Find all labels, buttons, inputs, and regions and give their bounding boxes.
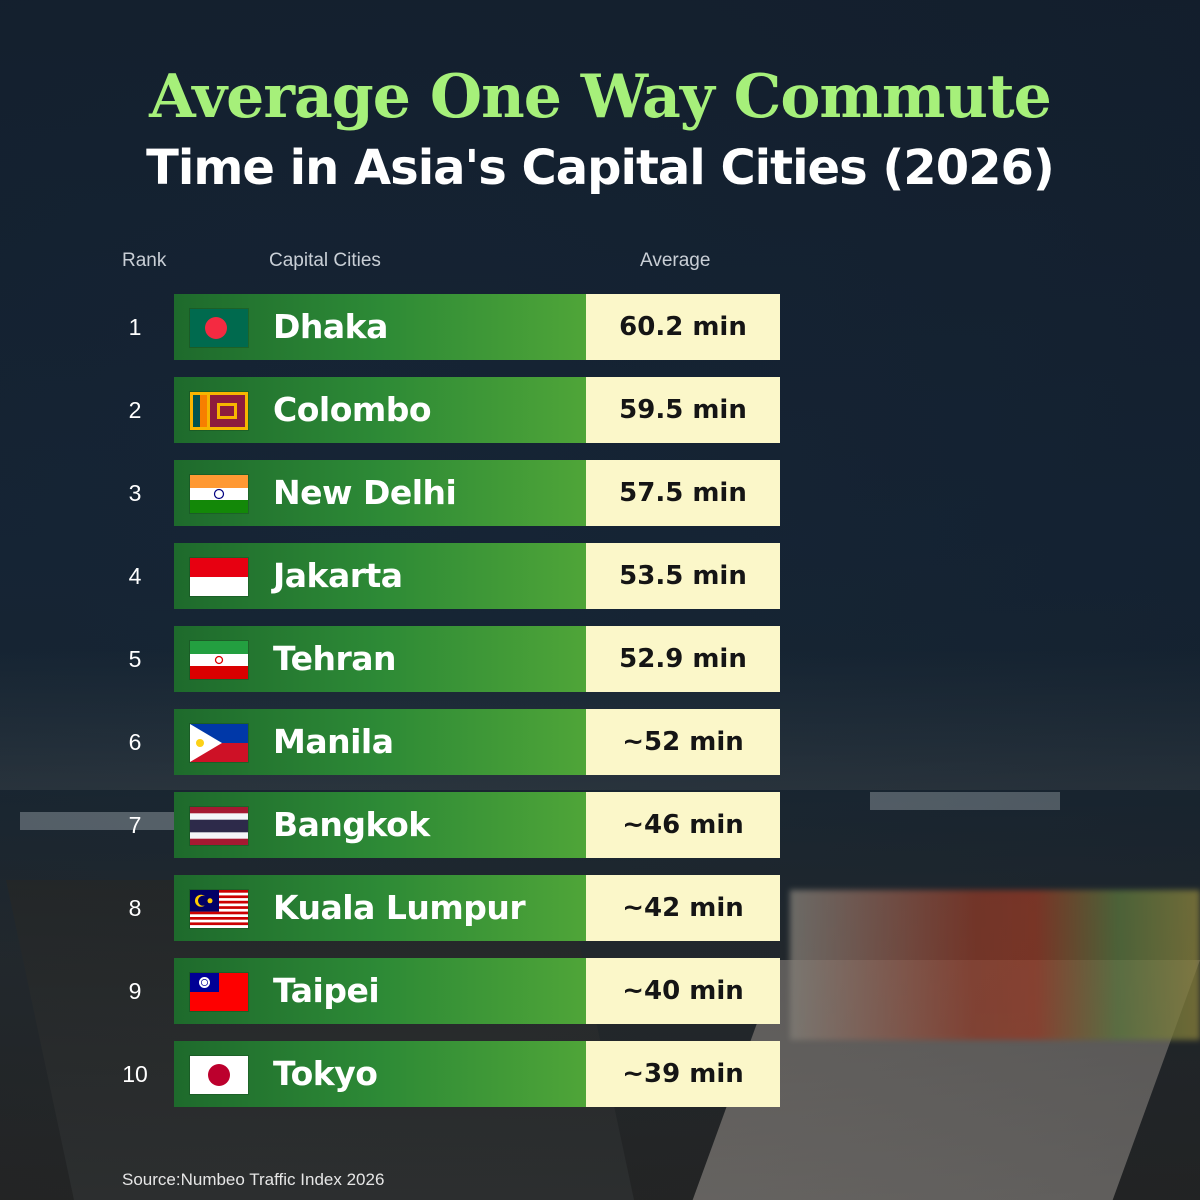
rank-number: 9 xyxy=(128,978,142,1004)
ceiling-light xyxy=(870,792,1060,810)
city-name: Kuala Lumpur xyxy=(273,888,526,927)
city-name: Jakarta xyxy=(273,556,403,595)
commute-time-value: 52.9 min xyxy=(586,626,780,692)
iran-flag-icon xyxy=(190,641,248,679)
rank-number: 2 xyxy=(128,397,142,423)
city-name: Bangkok xyxy=(273,805,430,844)
ceiling-light xyxy=(20,812,200,830)
column-header-average: Average xyxy=(640,250,711,271)
commute-time-value: ~46 min xyxy=(586,792,780,858)
malaysia-flag-icon xyxy=(190,890,248,928)
title-line-2: Time in Asia's Capital Cities (2026) xyxy=(146,140,1055,196)
moving-train xyxy=(790,890,1200,1040)
rank-number: 1 xyxy=(128,314,142,340)
rank-number: 5 xyxy=(128,646,142,672)
column-header-city: Capital Cities xyxy=(269,250,381,271)
city-name: Tehran xyxy=(273,639,397,678)
commute-time-value: ~42 min xyxy=(586,875,780,941)
indonesia-flag-icon xyxy=(190,558,248,596)
city-name: Colombo xyxy=(273,390,432,429)
commute-time-value: 59.5 min xyxy=(586,377,780,443)
city-name: Manila xyxy=(273,722,394,761)
rank-number: 3 xyxy=(128,480,142,506)
table-row: 1 Dhaka 60.2 min xyxy=(0,294,1200,360)
sri-lanka-flag-icon xyxy=(190,392,248,430)
taiwan-flag-icon xyxy=(190,973,248,1011)
city-name: Taipei xyxy=(273,971,380,1010)
city-name: Tokyo xyxy=(273,1054,378,1093)
bangladesh-flag-icon xyxy=(190,309,248,347)
india-flag-icon xyxy=(190,475,248,513)
rank-number: 10 xyxy=(122,1061,148,1087)
table-row: 8 Kuala Lumpur ~42 min xyxy=(0,875,1200,941)
japan-flag-icon xyxy=(190,1056,248,1094)
commute-time-value: 53.5 min xyxy=(586,543,780,609)
rank-number: 8 xyxy=(128,895,142,921)
table-row: 4 Jakarta 53.5 min xyxy=(0,543,1200,609)
philippines-flag-icon xyxy=(190,724,248,762)
table-row: 9 Taipei ~40 min xyxy=(0,958,1200,1024)
title-line-1: Average One Way Commute xyxy=(149,62,1052,132)
commute-time-value: 57.5 min xyxy=(586,460,780,526)
city-name: Dhaka xyxy=(273,307,388,346)
table-row: 10 Tokyo ~39 min xyxy=(0,1041,1200,1107)
source-note: Source:Numbeo Traffic Index 2026 xyxy=(122,1170,385,1189)
table-row: 5 Tehran 52.9 min xyxy=(0,626,1200,692)
column-header-rank: Rank xyxy=(122,250,167,271)
rank-number: 7 xyxy=(128,812,142,838)
commute-time-value: 60.2 min xyxy=(586,294,780,360)
commute-time-value: ~52 min xyxy=(586,709,780,775)
rank-number: 4 xyxy=(128,563,142,589)
table-row: 6 Manila ~52 min xyxy=(0,709,1200,775)
table-row: 7 Bangkok ~46 min xyxy=(0,792,1200,858)
city-name: New Delhi xyxy=(273,473,457,512)
table-row: 3 New Delhi 57.5 min xyxy=(0,460,1200,526)
commute-time-value: ~39 min xyxy=(586,1041,780,1107)
thailand-flag-icon xyxy=(190,807,248,845)
commute-time-value: ~40 min xyxy=(586,958,780,1024)
rank-number: 6 xyxy=(128,729,142,755)
table-row: 2 Colombo 59.5 min xyxy=(0,377,1200,443)
